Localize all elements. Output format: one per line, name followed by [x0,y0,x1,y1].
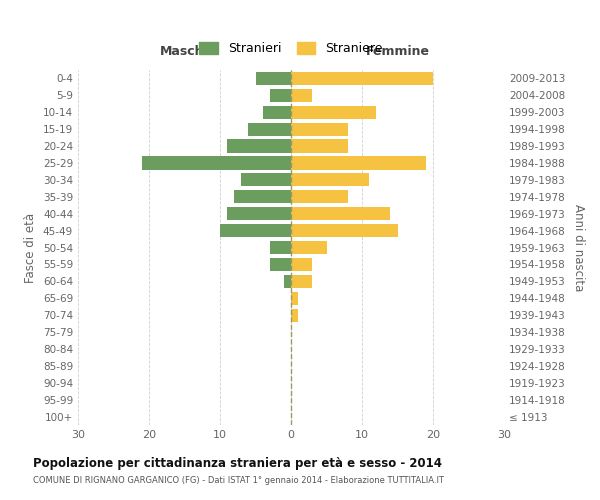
Bar [291,106,376,119]
Bar [220,224,291,237]
Bar [227,140,291,152]
Text: Maschi: Maschi [160,45,209,58]
Bar [291,190,348,203]
Y-axis label: Fasce di età: Fasce di età [25,212,37,282]
Text: COMUNE DI RIGNANO GARGANICO (FG) - Dati ISTAT 1° gennaio 2014 - Elaborazione TUT: COMUNE DI RIGNANO GARGANICO (FG) - Dati … [33,476,444,485]
Bar [291,156,426,170]
Bar [291,258,313,271]
Bar [291,224,398,237]
Bar [291,274,313,288]
Bar [270,258,291,271]
Bar [291,241,326,254]
Bar [227,207,291,220]
Text: Femmine: Femmine [365,45,430,58]
Bar [291,292,298,305]
Legend: Stranieri, Straniere: Stranieri, Straniere [194,37,388,60]
Bar [270,89,291,102]
Bar [248,122,291,136]
Bar [291,122,348,136]
Bar [142,156,291,170]
Bar [291,207,391,220]
Bar [234,190,291,203]
Bar [291,174,369,186]
Bar [284,274,291,288]
Bar [291,72,433,85]
Y-axis label: Anni di nascita: Anni di nascita [572,204,585,291]
Bar [291,308,298,322]
Bar [241,174,291,186]
Bar [291,140,348,152]
Text: Popolazione per cittadinanza straniera per età e sesso - 2014: Popolazione per cittadinanza straniera p… [33,458,442,470]
Bar [270,241,291,254]
Bar [291,89,313,102]
Bar [256,72,291,85]
Bar [263,106,291,119]
